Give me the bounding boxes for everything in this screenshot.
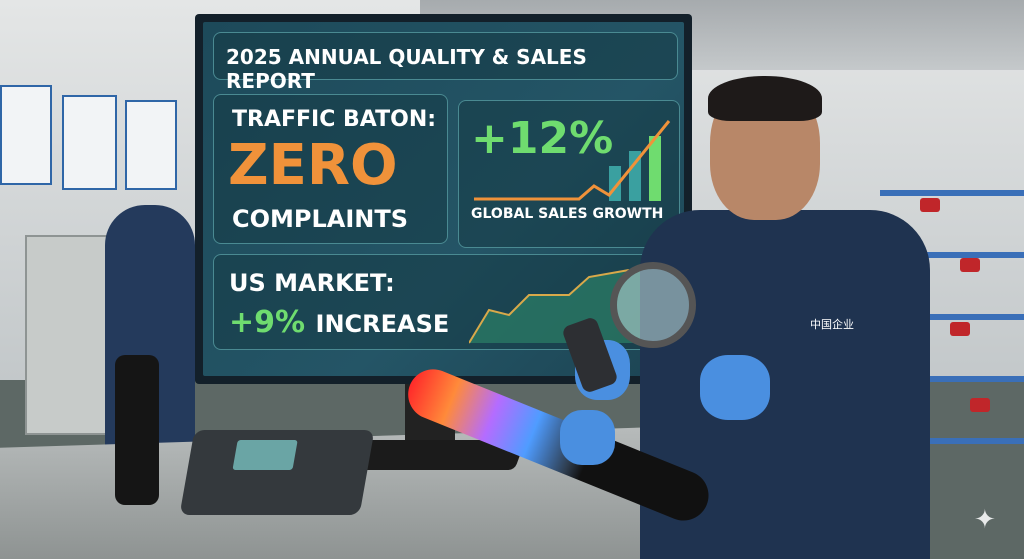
meter-screen	[232, 440, 298, 470]
growth-label: GLOBAL SALES GROWTH	[471, 206, 664, 222]
growth-box: +12% GLOBAL SALES GROWTH	[458, 100, 680, 248]
us-value: +9%	[229, 305, 306, 340]
right-glove	[700, 355, 770, 420]
safety-sign	[125, 100, 177, 190]
sparkle-icon: ✦	[974, 505, 996, 535]
safety-sign	[0, 85, 52, 185]
baton-roll	[920, 198, 940, 212]
zero-text: ZERO	[228, 133, 398, 198]
baton-roll	[950, 322, 970, 336]
flashlight	[115, 355, 159, 505]
baton-label: TRAFFIC BATON:	[232, 107, 437, 132]
report-screen: 2025 ANNUAL QUALITY & SALES REPORT TRAFF…	[203, 22, 684, 376]
report-title: 2025 ANNUAL QUALITY & SALES REPORT	[226, 45, 587, 93]
baton-roll	[970, 398, 990, 412]
holding-glove	[560, 410, 615, 465]
test-meter	[179, 430, 375, 515]
growth-value: +12%	[471, 113, 614, 164]
baton-roll	[960, 258, 980, 272]
magnifying-glass	[610, 262, 696, 348]
jacket-logo-text: 中国企业	[810, 318, 854, 331]
us-market-box: US MARKET: +9% INCREASE	[213, 254, 678, 350]
machine	[25, 235, 115, 435]
us-increase: INCREASE	[315, 310, 450, 338]
baton-box: TRAFFIC BATON: ZERO COMPLAINTS	[213, 94, 448, 244]
growth-arrow-chart	[474, 120, 671, 201]
complaints-text: COMPLAINTS	[232, 205, 409, 233]
hair	[708, 76, 822, 121]
us-label: US MARKET:	[229, 269, 395, 297]
title-box: 2025 ANNUAL QUALITY & SALES REPORT	[213, 32, 678, 93]
safety-sign	[62, 95, 117, 190]
